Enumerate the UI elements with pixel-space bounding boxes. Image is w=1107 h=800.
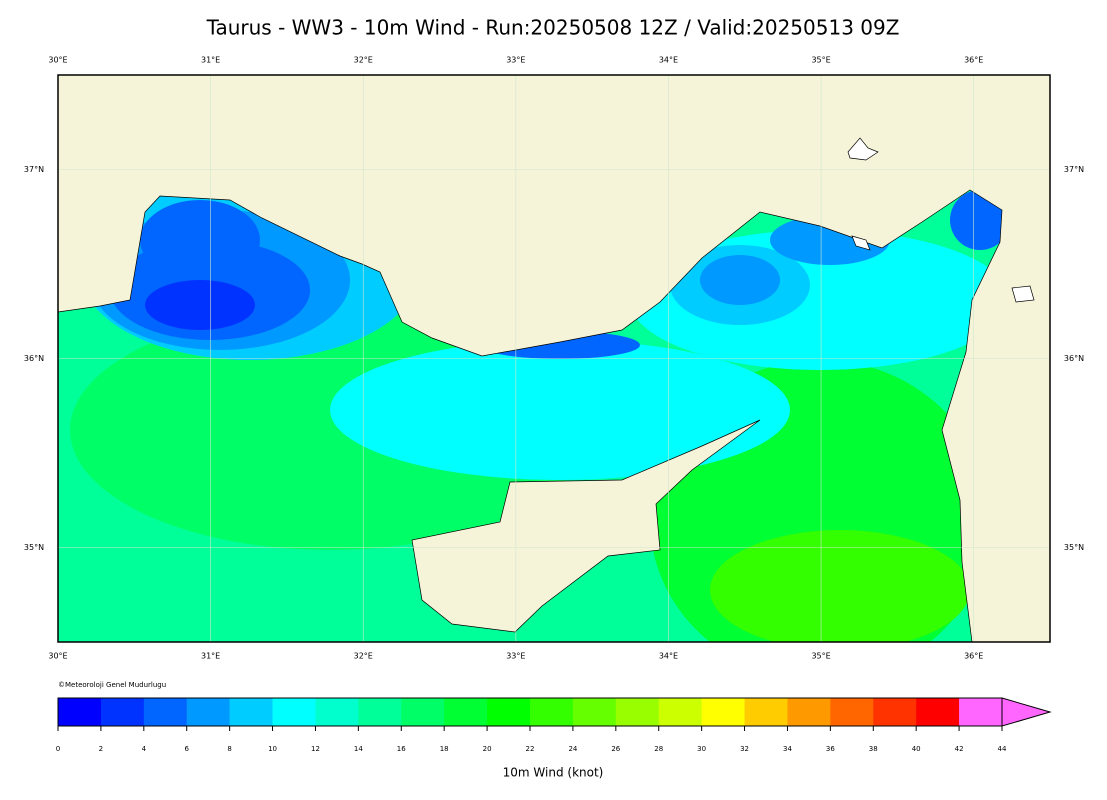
lon-tick-label: 36°E	[964, 56, 983, 65]
colorbar-tick-label: 34	[783, 745, 792, 753]
lon-tick-label: 35°E	[811, 652, 830, 661]
colorbar-bin	[787, 698, 831, 726]
colorbar-tick-label: 24	[568, 745, 577, 753]
colorbar-tick-label: 4	[142, 745, 147, 753]
colorbar-tick-label: 30	[697, 745, 706, 753]
colorbar-tick-label: 18	[440, 745, 449, 753]
lon-tick-label: 31°E	[201, 56, 220, 65]
colorbar-bin	[401, 698, 445, 726]
colorbar-bin	[315, 698, 359, 726]
lat-tick-label: 36°N	[24, 354, 44, 363]
colorbar-tick-label: 42	[955, 745, 964, 753]
lat-tick-label: 36°N	[1064, 354, 1084, 363]
colorbar-bin	[572, 698, 617, 726]
lat-tick-label: 35°N	[1064, 543, 1084, 552]
colorbar-tick-label: 14	[354, 745, 363, 753]
colorbar-tick-label: 40	[912, 745, 921, 753]
lon-tick-label: 33°E	[506, 652, 525, 661]
colorbar-tick-label: 6	[184, 745, 189, 753]
lon-tick-label: 32°E	[354, 652, 373, 661]
lakes	[847, 137, 1035, 303]
colorbar-tick-label: 36	[826, 745, 835, 753]
colorbar-bin	[58, 698, 102, 726]
lat-tick-label: 37°N	[24, 165, 44, 174]
colorbar-tick-label: 10	[268, 745, 277, 753]
title: Taurus - WW3 - 10m Wind - Run:20250508 1…	[206, 16, 900, 40]
colorbar: 0 2 4 6 8 10 12 14 16 18 20 22 24 26 28 30 32 34 36 38 40 42 4…	[56, 697, 1052, 753]
lon-tick-label: 32°E	[354, 56, 373, 65]
colorbar-bin	[530, 698, 574, 726]
map-border	[57, 74, 1051, 643]
colorbar-tick-label: 44	[998, 745, 1007, 753]
colorbar-tick-label: 16	[397, 745, 406, 753]
credit: ©Meteoroloji Genel Mudurlugu	[58, 681, 166, 689]
sea	[58, 190, 1002, 642]
lon-tick-label: 34°E	[659, 56, 678, 65]
colorbar-tick-label: 8	[227, 745, 231, 753]
map	[57, 74, 1051, 643]
colorbar-bin	[143, 698, 188, 726]
colorbar-bin	[830, 698, 874, 726]
lon-tick-label: 33°E	[506, 56, 525, 65]
lat-tick-label: 35°N	[24, 543, 44, 552]
colorbar-bin	[229, 698, 273, 726]
colorbar-tick-label: 32	[740, 745, 749, 753]
colorbar-bin	[186, 698, 230, 726]
colorbar-bin	[959, 698, 1003, 726]
coastline	[57, 189, 1003, 643]
lon-tick-label: 35°E	[811, 56, 830, 65]
colorbar-label: 10m Wind (knot)	[503, 766, 604, 780]
colorbar-bin	[487, 698, 531, 726]
colorbar-bin	[916, 698, 960, 726]
lon-tick-label: 30°E	[48, 56, 67, 65]
colorbar-bin	[701, 698, 745, 726]
colorbar-tick-label: 22	[526, 745, 535, 753]
colorbar-bin	[444, 698, 488, 726]
colorbar-bin	[744, 698, 788, 726]
colorbar-extend	[1001, 697, 1052, 727]
colorbar-bin	[100, 698, 145, 726]
lon-tick-label: 36°E	[964, 652, 983, 661]
lon-tick-label: 30°E	[48, 652, 67, 661]
colorbar-tick-label: 38	[869, 745, 878, 753]
colorbar-bin	[615, 698, 660, 726]
colorbar-tick-label: 2	[99, 745, 103, 753]
colorbar-tick-label: 12	[311, 745, 320, 753]
colorbar-tick-label: 0	[56, 745, 60, 753]
colorbar-bin	[658, 698, 702, 726]
colorbar-bin	[272, 698, 316, 726]
colorbar-tick-label: 26	[611, 745, 620, 753]
colorbar-tick-label: 20	[483, 745, 492, 753]
lon-tick-label: 31°E	[201, 652, 220, 661]
colorbar-bin	[358, 698, 402, 726]
colorbar-bin	[873, 698, 917, 726]
lat-tick-label: 37°N	[1064, 165, 1084, 174]
lon-tick-label: 34°E	[659, 652, 678, 661]
colorbar-tick-label: 28	[654, 745, 663, 753]
